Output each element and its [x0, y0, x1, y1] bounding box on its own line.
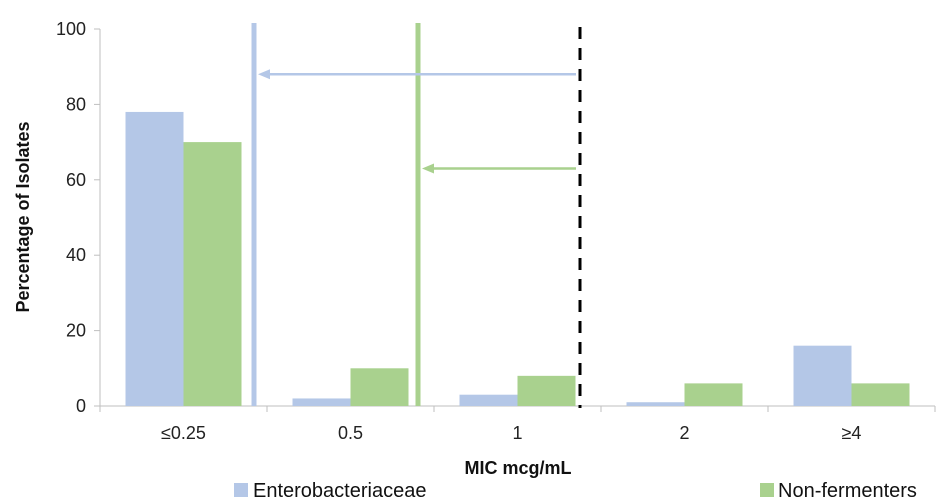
x-tick-label: ≤0.25 [161, 423, 206, 443]
legend-swatch-enterobacteriaceae [234, 483, 248, 497]
legend-swatch-non-fermenters [760, 483, 774, 497]
plot-area: 0 20 40 60 80 100 ≤0.25 0.5 1 2 ≥4 [56, 19, 936, 443]
bar-non-fermenters [350, 368, 409, 406]
x-tick-label: 0.5 [338, 423, 363, 443]
bar-non-fermenters [851, 383, 910, 406]
x-axis-ticks: ≤0.25 0.5 1 2 ≥4 [99, 406, 936, 443]
y-tick-label: 40 [66, 245, 86, 265]
enterobacteriaceae-arrow-head [258, 69, 270, 80]
y-tick-label: 0 [76, 396, 86, 416]
bar-non-fermenters [183, 142, 242, 406]
x-axis-title: MIC mcg/mL [464, 458, 571, 478]
y-tick-label: 100 [56, 19, 86, 39]
legend-label-enterobacteriaceae: Enterobacteriaceae [253, 480, 426, 500]
legend-label-non-fermenters: Non-fermenters [778, 480, 917, 500]
bars-group [125, 111, 910, 406]
x-tick-label: ≥4 [842, 423, 862, 443]
y-tick-label: 80 [66, 94, 86, 114]
bar-enterobacteriaceae [292, 398, 351, 406]
x-tick-label: 2 [679, 423, 689, 443]
bar-enterobacteriaceae [626, 402, 685, 406]
non-fermenters-arrow-head [422, 163, 434, 174]
bar-enterobacteriaceae [459, 394, 518, 406]
y-tick-label: 20 [66, 321, 86, 341]
bar-non-fermenters [684, 383, 743, 406]
y-axis-title: Percentage of Isolates [13, 121, 33, 312]
x-tick-label: 1 [512, 423, 522, 443]
bar-non-fermenters [517, 375, 576, 406]
bar-enterobacteriaceae [793, 345, 852, 406]
y-axis-ticks: 0 20 40 60 80 100 [56, 19, 100, 416]
legend: Enterobacteriaceae Non-fermenters [234, 480, 917, 500]
annotation-lines [251, 23, 582, 408]
bar-enterobacteriaceae [125, 111, 184, 406]
y-tick-label: 60 [66, 170, 86, 190]
